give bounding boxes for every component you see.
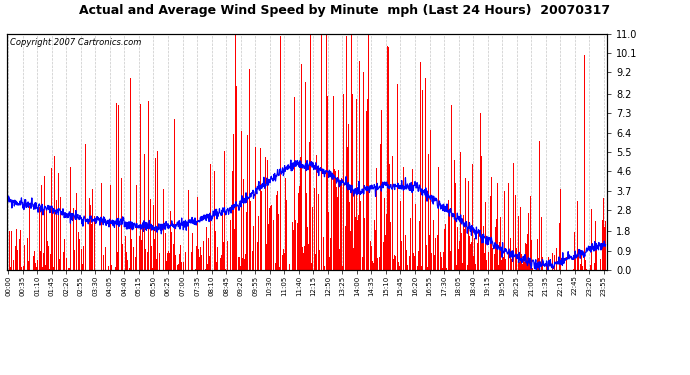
Text: Copyright 2007 Cartronics.com: Copyright 2007 Cartronics.com	[10, 39, 141, 48]
Text: Actual and Average Wind Speed by Minute  mph (Last 24 Hours)  20070317: Actual and Average Wind Speed by Minute …	[79, 4, 611, 17]
